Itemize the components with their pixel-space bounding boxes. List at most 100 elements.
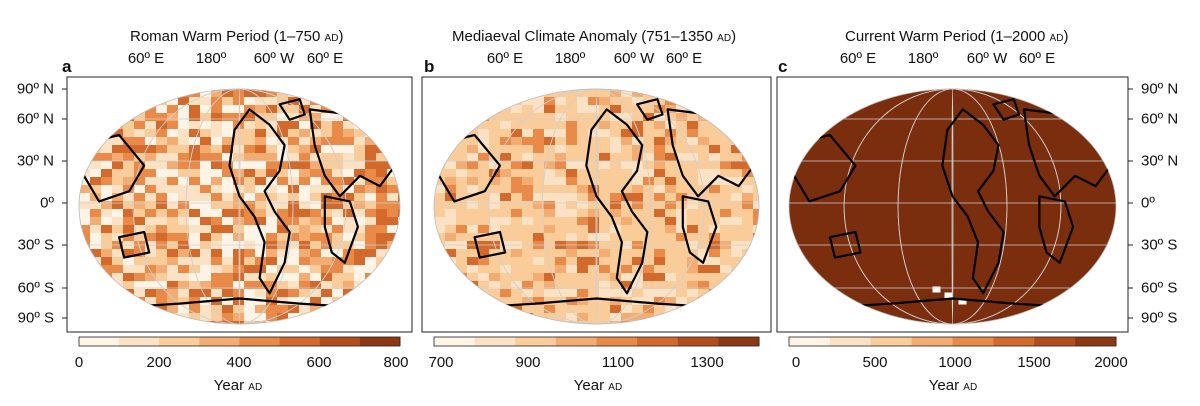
grid-cell — [343, 153, 355, 162]
grid-cell — [687, 97, 699, 106]
grid-cell — [310, 129, 322, 138]
grid-cell — [588, 297, 600, 306]
grid-cell — [643, 177, 655, 186]
grid-cell — [599, 225, 611, 234]
grid-cell — [599, 273, 611, 282]
grid-cell — [310, 113, 322, 122]
grid-cell — [255, 225, 267, 234]
grid-cell — [244, 193, 256, 202]
grid-cell — [321, 169, 333, 178]
grid-cell — [665, 265, 677, 274]
grid-cell — [354, 289, 366, 298]
grid-cell — [112, 193, 124, 202]
grid-cell — [753, 153, 759, 162]
grid-cell — [522, 153, 534, 162]
cb-c-tick-3: 1500 — [1017, 354, 1051, 371]
grid-cell — [445, 201, 457, 210]
grid-cell — [200, 145, 212, 154]
grid-cell — [365, 305, 377, 314]
grid-cell — [731, 305, 743, 314]
grid-cell — [676, 105, 688, 114]
grid-cell — [577, 177, 589, 186]
grid-cell — [467, 177, 479, 186]
grid-cell — [500, 89, 512, 98]
grid-cell — [178, 153, 190, 162]
grid-cell — [599, 209, 611, 218]
grid-cell — [456, 177, 468, 186]
grid-cell — [200, 193, 212, 202]
grid-cell — [610, 169, 622, 178]
grid-cell — [156, 257, 168, 266]
grid-cell — [555, 225, 567, 234]
grid-cell — [255, 89, 267, 98]
grid-cell — [266, 249, 278, 258]
grid-cell — [222, 313, 234, 322]
grid-cell — [321, 105, 333, 114]
grid-cell — [156, 209, 168, 218]
grid-cell — [753, 177, 759, 186]
grid-cell — [321, 297, 333, 306]
grid-cell — [222, 193, 234, 202]
grid-cell — [101, 137, 113, 146]
grid-cell — [698, 249, 710, 258]
grid-cell — [376, 193, 388, 202]
grid-cell — [489, 249, 501, 258]
grid-cell — [687, 217, 699, 226]
grid-cell — [167, 193, 179, 202]
grid-cell — [244, 129, 256, 138]
grid-cell — [288, 169, 300, 178]
grid-cell — [299, 289, 311, 298]
grid-cell — [566, 289, 578, 298]
grid-cell — [200, 177, 212, 186]
grid-cell — [277, 305, 289, 314]
grid-cell — [478, 145, 490, 154]
grid-cell — [255, 185, 267, 194]
grid-cell — [156, 225, 168, 234]
grid-cell — [434, 121, 446, 130]
colorbar-swatch — [359, 337, 401, 346]
grid-cell — [156, 121, 168, 130]
grid-cell — [79, 289, 91, 298]
grid-cell — [101, 233, 113, 242]
grid-cell — [632, 177, 644, 186]
grid-cell — [522, 97, 534, 106]
grid-cell — [244, 257, 256, 266]
grid-cell — [365, 257, 377, 266]
grid-cell — [200, 257, 212, 266]
grid-cell — [577, 161, 589, 170]
grid-cell — [467, 209, 479, 218]
grid-cell — [555, 217, 567, 226]
coastline — [585, 108, 649, 295]
grid-cell — [310, 265, 322, 274]
grid-cell — [731, 177, 743, 186]
grid-cell — [134, 97, 146, 106]
grid-cell — [398, 177, 400, 186]
grid-cell — [255, 305, 267, 314]
grid-cell — [555, 305, 567, 314]
grid-cell — [255, 201, 267, 210]
grid-cell — [178, 265, 190, 274]
grid-cell — [398, 257, 400, 266]
grid-cell — [731, 129, 743, 138]
grid-cell — [398, 113, 400, 122]
grid-cell — [222, 217, 234, 226]
grid-cell — [621, 89, 633, 98]
grid-cell — [211, 97, 223, 106]
grid-cell — [332, 161, 344, 170]
cb-b-tick-1: 900 — [515, 354, 541, 371]
grid-cell — [720, 249, 732, 258]
grid-cell — [434, 209, 446, 218]
grid-cell — [156, 161, 168, 170]
grid-cell — [522, 273, 534, 282]
grid-cell — [277, 225, 289, 234]
grid-cell — [123, 209, 135, 218]
grid-cell — [621, 225, 633, 234]
grid-cell — [566, 89, 578, 98]
grid-cell — [577, 289, 589, 298]
grid-cell — [310, 217, 322, 226]
grid-cell — [178, 145, 190, 154]
grid-cell — [753, 321, 759, 324]
grid-cell — [310, 89, 322, 98]
grid-cell — [588, 193, 600, 202]
grid-cell — [753, 257, 759, 266]
